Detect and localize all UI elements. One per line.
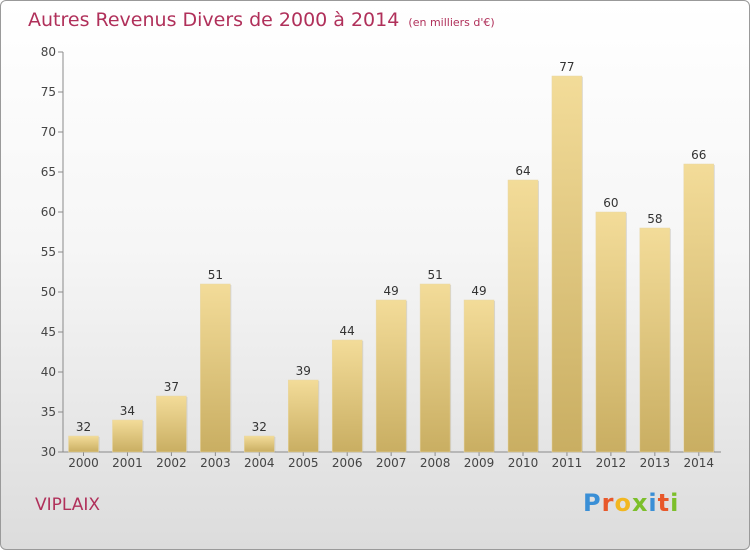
x-tick-label: 2005 bbox=[288, 456, 319, 470]
bar-value-label: 32 bbox=[252, 420, 267, 434]
bar-value-label: 49 bbox=[471, 284, 486, 298]
bar-value-label: 39 bbox=[296, 364, 311, 378]
chart-title-main: Autres Revenus Divers de 2000 à 2014 bbox=[28, 9, 400, 31]
bar-value-label: 60 bbox=[603, 196, 618, 210]
x-tick-label: 2001 bbox=[112, 456, 143, 470]
bar bbox=[507, 179, 539, 453]
logo-letter: i bbox=[648, 489, 658, 517]
chart-title: Autres Revenus Divers de 2000 à 2014 (en… bbox=[28, 9, 495, 31]
y-tick-label: 30 bbox=[41, 445, 56, 459]
bar bbox=[244, 435, 275, 453]
x-tick-label: 2007 bbox=[376, 456, 407, 470]
bar-value-label: 51 bbox=[208, 268, 223, 282]
bar-value-label: 77 bbox=[559, 60, 574, 74]
x-tick-label: 2010 bbox=[508, 456, 539, 470]
chart-title-unit: (en milliers d'€) bbox=[408, 16, 495, 29]
bar-value-label: 51 bbox=[427, 268, 442, 282]
y-tick-label: 70 bbox=[41, 125, 56, 139]
bar-value-label: 37 bbox=[164, 380, 179, 394]
bar-value-label: 44 bbox=[340, 324, 355, 338]
y-tick-label: 35 bbox=[41, 405, 56, 419]
y-tick-label: 45 bbox=[41, 325, 56, 339]
x-tick-label: 2008 bbox=[420, 456, 451, 470]
y-tick-label: 75 bbox=[41, 85, 56, 99]
bar bbox=[200, 283, 231, 453]
bar bbox=[551, 75, 583, 453]
bar bbox=[639, 227, 671, 453]
bar bbox=[68, 435, 99, 453]
bar bbox=[683, 163, 715, 453]
proxiti-logo: Proxiti bbox=[583, 489, 679, 517]
y-tick-label: 55 bbox=[41, 245, 56, 259]
logo-letter: P bbox=[583, 489, 602, 517]
bar bbox=[112, 419, 143, 453]
y-tick-label: 40 bbox=[41, 365, 56, 379]
y-tick-label: 60 bbox=[41, 205, 56, 219]
x-tick-label: 2009 bbox=[464, 456, 495, 470]
bar-value-label: 66 bbox=[691, 148, 706, 162]
x-tick-label: 2002 bbox=[156, 456, 187, 470]
bar bbox=[156, 395, 187, 453]
y-tick-label: 65 bbox=[41, 165, 56, 179]
bar-value-label: 58 bbox=[647, 212, 662, 226]
bar bbox=[463, 299, 495, 453]
x-tick-label: 2006 bbox=[332, 456, 363, 470]
bar-value-label: 34 bbox=[120, 404, 135, 418]
bar-value-label: 49 bbox=[384, 284, 399, 298]
bar bbox=[595, 211, 627, 453]
bar bbox=[419, 283, 451, 453]
x-tick-label: 2012 bbox=[596, 456, 627, 470]
y-tick-label: 80 bbox=[41, 45, 56, 59]
logo-letter: r bbox=[601, 489, 615, 517]
logo-letter: x bbox=[631, 489, 649, 517]
x-tick-label: 2000 bbox=[68, 456, 99, 470]
x-tick-label: 2011 bbox=[552, 456, 583, 470]
y-tick-label: 50 bbox=[41, 285, 56, 299]
logo-letter: t bbox=[657, 489, 671, 517]
x-tick-label: 2013 bbox=[640, 456, 671, 470]
bar-value-label: 64 bbox=[515, 164, 530, 178]
bar bbox=[375, 299, 407, 453]
bar bbox=[331, 339, 363, 453]
logo-letter: i bbox=[670, 489, 680, 517]
bar bbox=[288, 379, 319, 453]
town-name: VIPLAIX bbox=[35, 495, 101, 515]
x-tick-label: 2004 bbox=[244, 456, 275, 470]
logo-letter: o bbox=[614, 489, 632, 517]
x-tick-label: 2014 bbox=[684, 456, 715, 470]
x-tick-label: 2003 bbox=[200, 456, 231, 470]
bar-value-label: 32 bbox=[76, 420, 91, 434]
